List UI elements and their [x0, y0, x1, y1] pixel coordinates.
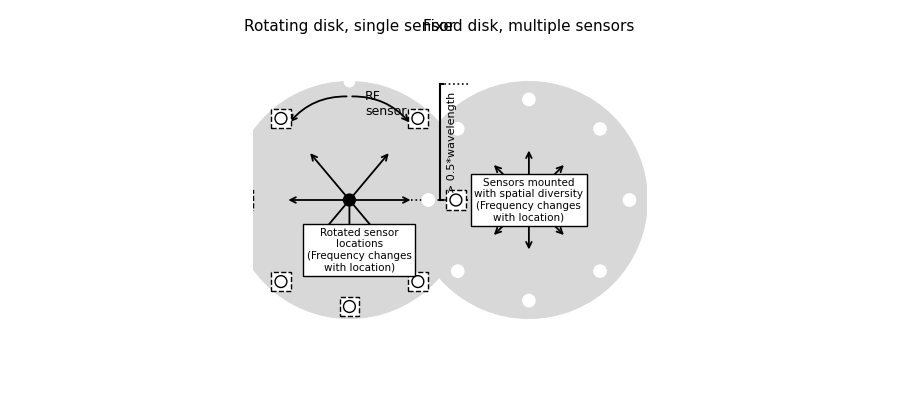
Circle shape [594, 123, 607, 135]
Circle shape [344, 194, 356, 206]
Circle shape [345, 76, 355, 87]
Circle shape [594, 265, 607, 277]
Circle shape [523, 294, 535, 307]
Circle shape [422, 194, 435, 206]
Circle shape [624, 194, 635, 206]
Bar [339, 297, 359, 316]
Text: RF
sensor: RF sensor [365, 90, 407, 118]
Bar [216, 0, 249, 2]
Circle shape [231, 82, 468, 318]
Bar [408, 272, 427, 292]
Text: Rotating disk, single sensor: Rotating disk, single sensor [244, 18, 454, 34]
Text: Sensors mounted
with spatial diversity
(Frequency changes
with location): Sensors mounted with spatial diversity (… [474, 178, 583, 222]
Circle shape [523, 93, 535, 106]
Text: Rotated sensor
locations
(Frequency changes
with location): Rotated sensor locations (Frequency chan… [307, 228, 411, 272]
Circle shape [452, 123, 464, 135]
Bar [271, 108, 291, 128]
Text: Fixed disk, multiple sensors: Fixed disk, multiple sensors [423, 18, 634, 34]
Circle shape [452, 265, 464, 277]
Bar [408, 108, 427, 128]
Bar [233, 190, 253, 210]
Bar [271, 272, 291, 292]
Bar [446, 190, 466, 210]
Circle shape [410, 82, 647, 318]
Text: > 0.5*wavelength: > 0.5*wavelength [447, 91, 457, 193]
